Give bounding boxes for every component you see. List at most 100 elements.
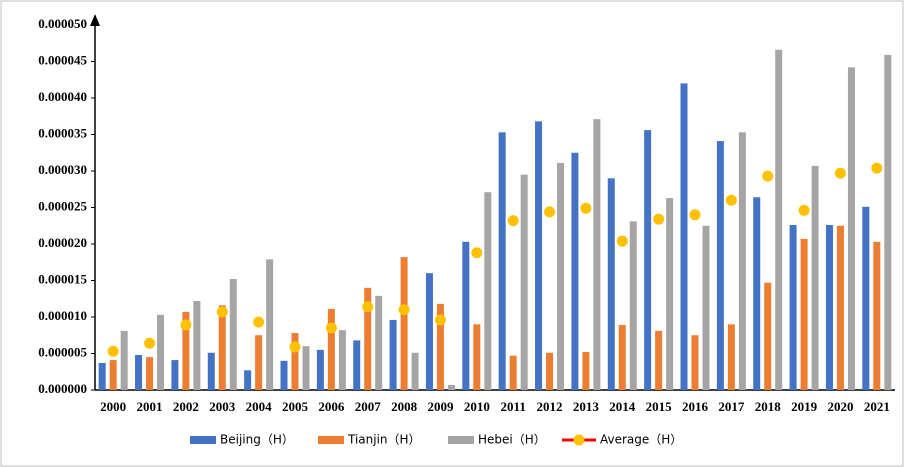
- y-axis-arrow: [90, 14, 100, 26]
- x-tick-label: 2009: [427, 399, 454, 414]
- bar: [244, 370, 252, 390]
- bar: [255, 335, 263, 390]
- bar: [498, 132, 506, 390]
- bar: [193, 300, 201, 390]
- bar: [629, 221, 637, 390]
- bar: [571, 152, 579, 390]
- line-marker: [107, 345, 119, 357]
- line-marker: [144, 337, 156, 349]
- bar: [557, 162, 565, 390]
- x-tick-label: 2019: [791, 399, 818, 414]
- bar: [738, 132, 746, 390]
- legend-swatch: [448, 436, 474, 444]
- bar: [484, 192, 492, 390]
- bar: [535, 121, 543, 391]
- bar: [582, 352, 590, 390]
- y-tick-label: 0.000015: [38, 271, 87, 286]
- bar: [789, 225, 797, 390]
- line-marker: [253, 316, 265, 328]
- y-tick-label: 0.000050: [38, 16, 87, 31]
- line-marker: [216, 306, 228, 318]
- x-tick-label: 2012: [537, 399, 563, 414]
- legend-swatch: [573, 434, 585, 446]
- bar: [800, 238, 808, 390]
- bar: [811, 165, 819, 390]
- bar: [171, 360, 179, 390]
- bar: [98, 362, 106, 390]
- bar: [655, 330, 663, 390]
- x-tick-label: 2010: [464, 399, 490, 414]
- line-marker: [434, 314, 446, 326]
- bar: [691, 335, 699, 390]
- bar: [327, 308, 335, 390]
- line-marker: [762, 170, 774, 182]
- bar: [862, 206, 870, 390]
- line-marker: [653, 213, 665, 225]
- x-tick-label: 2016: [682, 399, 709, 414]
- legend-label: Average（H）: [600, 433, 682, 447]
- x-tick-label: 2014: [609, 399, 636, 414]
- bar: [302, 346, 310, 390]
- x-tick-label: 2007: [355, 399, 382, 414]
- line-marker: [616, 235, 628, 247]
- bar: [229, 279, 237, 390]
- bar: [618, 325, 626, 390]
- legend-swatch: [190, 436, 216, 444]
- y-tick-label: 0.000005: [38, 344, 87, 359]
- bar: [775, 49, 783, 390]
- y-tick-label: 0.000020: [38, 235, 87, 250]
- bar: [825, 225, 833, 390]
- bar: [836, 225, 844, 390]
- y-tick-label: 0.000000: [38, 381, 87, 396]
- line-marker: [180, 319, 192, 331]
- y-tick-label: 0.000030: [38, 162, 87, 177]
- bar: [473, 324, 481, 390]
- bar: [364, 287, 372, 390]
- bar: [593, 119, 601, 391]
- bar: [447, 384, 455, 390]
- x-tick-label: 2015: [646, 399, 673, 414]
- bar: [884, 54, 892, 391]
- x-tick-label: 2011: [501, 399, 526, 414]
- line-marker: [289, 341, 301, 353]
- bar: [338, 330, 346, 390]
- y-tick-label: 0.000010: [38, 308, 87, 323]
- x-tick-label: 2017: [718, 399, 745, 414]
- bar: [509, 355, 517, 390]
- bar: [316, 349, 324, 390]
- x-tick-label: 2008: [391, 399, 418, 414]
- legend-label: Beijing（H）: [220, 433, 294, 447]
- bar: [182, 311, 190, 390]
- x-tick-label: 2020: [827, 399, 853, 414]
- bar: [291, 333, 299, 390]
- line-marker: [362, 301, 374, 313]
- line-marker: [725, 194, 737, 206]
- bar: [764, 282, 772, 390]
- x-tick-label: 2005: [282, 399, 309, 414]
- bar: [462, 241, 470, 390]
- bar: [109, 360, 117, 390]
- x-tick-label: 2013: [573, 399, 600, 414]
- bar: [644, 130, 652, 390]
- line-marker: [325, 322, 337, 334]
- bar: [607, 178, 615, 390]
- line-marker: [689, 209, 701, 221]
- bar: [218, 305, 226, 390]
- x-tick-label: 2018: [755, 399, 782, 414]
- line-marker: [798, 204, 810, 216]
- legend-swatch: [318, 436, 344, 444]
- x-tick-label: 2006: [318, 399, 345, 414]
- bar: [873, 241, 881, 390]
- bar: [280, 360, 288, 390]
- x-tick-label: 2002: [173, 399, 199, 414]
- bar: [389, 319, 397, 390]
- bar: [157, 314, 165, 390]
- bar: [120, 330, 128, 390]
- line-marker: [471, 247, 483, 259]
- y-tick-label: 0.000035: [38, 125, 87, 140]
- bar: [353, 340, 361, 390]
- x-tick-label: 2004: [246, 399, 273, 414]
- bar: [702, 225, 710, 390]
- line-marker: [580, 202, 592, 214]
